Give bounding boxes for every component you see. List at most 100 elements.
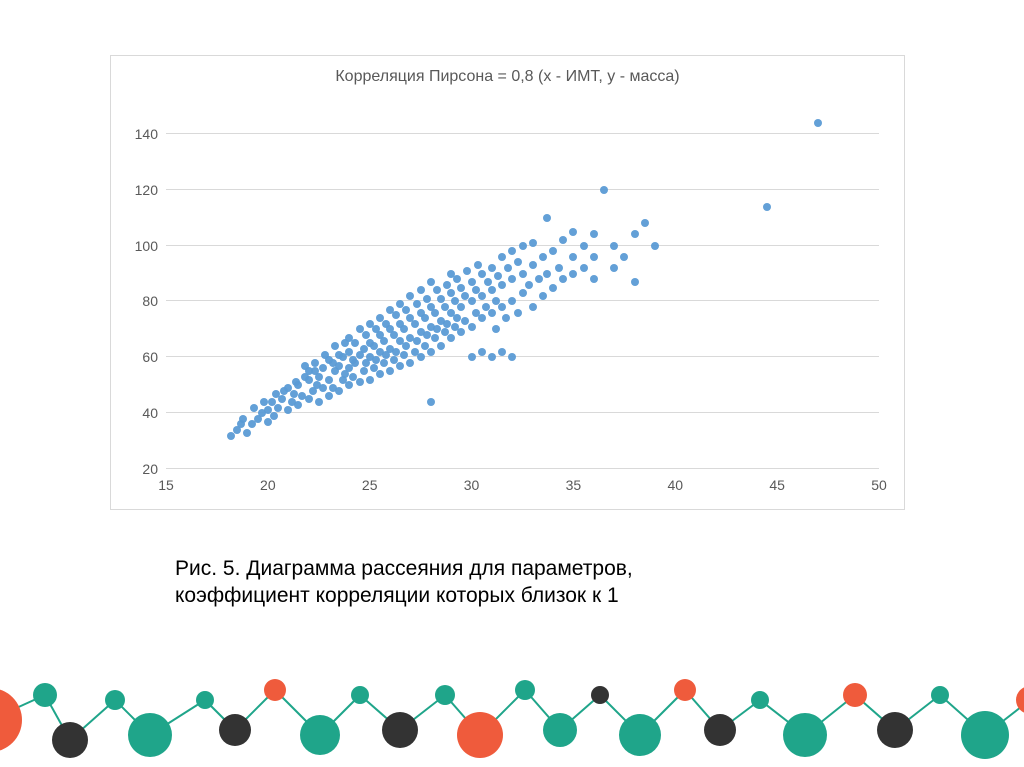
data-point [508, 247, 516, 255]
data-point [498, 303, 506, 311]
data-point [400, 325, 408, 333]
data-point [478, 348, 486, 356]
decor-node [128, 713, 172, 757]
data-point [243, 429, 251, 437]
y-tick-label: 140 [135, 126, 166, 142]
decor-edge [720, 700, 760, 730]
data-point [413, 300, 421, 308]
x-tick-label: 50 [871, 469, 887, 493]
y-tick-label: 40 [142, 405, 166, 421]
data-point [498, 348, 506, 356]
data-point [305, 395, 313, 403]
data-point [376, 370, 384, 378]
data-point [274, 404, 282, 412]
data-point [433, 325, 441, 333]
decor-node [435, 685, 455, 705]
data-point [294, 401, 302, 409]
decor-edge [150, 700, 205, 735]
decor-edge [685, 690, 720, 730]
data-point [345, 381, 353, 389]
decor-node [783, 713, 827, 757]
decor-edge [115, 700, 150, 735]
decor-node [300, 715, 340, 755]
decor-node [457, 712, 503, 758]
data-point [335, 362, 343, 370]
y-tick-label: 120 [135, 182, 166, 198]
decor-node [515, 680, 535, 700]
data-point [484, 278, 492, 286]
y-tick-label: 60 [142, 349, 166, 365]
data-point [502, 314, 510, 322]
data-point [463, 267, 471, 275]
decor-edge [275, 690, 320, 735]
data-point [421, 314, 429, 322]
data-point [535, 275, 543, 283]
data-point [600, 186, 608, 194]
data-point [431, 334, 439, 342]
data-point [392, 311, 400, 319]
decor-node [351, 686, 369, 704]
data-point [529, 239, 537, 247]
data-point [494, 272, 502, 280]
data-point [305, 376, 313, 384]
data-point [325, 376, 333, 384]
data-point [474, 261, 482, 269]
decor-edge [760, 700, 805, 735]
x-tick-label: 20 [260, 469, 276, 493]
data-point [437, 295, 445, 303]
decor-node [1016, 686, 1024, 714]
data-point [431, 309, 439, 317]
decor-edge [640, 690, 685, 735]
data-point [478, 270, 486, 278]
data-point [508, 275, 516, 283]
data-point [508, 297, 516, 305]
decor-edge [985, 700, 1024, 735]
data-point [423, 295, 431, 303]
decor-edge [940, 695, 985, 735]
data-point [620, 253, 628, 261]
caption-line1: Рис. 5. Диаграмма рассеяния для параметр… [175, 555, 633, 582]
decor-node [52, 722, 88, 758]
data-point [580, 242, 588, 250]
figure-caption: Рис. 5. Диаграмма рассеяния для параметр… [175, 555, 633, 610]
data-point [539, 253, 547, 261]
data-point [402, 306, 410, 314]
data-point [362, 331, 370, 339]
decor-edge [560, 695, 600, 730]
decor-edge [0, 695, 45, 720]
data-point [508, 353, 516, 361]
decor-edge [600, 695, 640, 735]
decor-node [0, 688, 22, 752]
decor-edge [45, 695, 70, 740]
data-point [380, 337, 388, 345]
x-tick-label: 45 [769, 469, 785, 493]
y-tick-label: 100 [135, 238, 166, 254]
data-point [569, 270, 577, 278]
data-point [400, 351, 408, 359]
data-point [447, 334, 455, 342]
data-point [423, 331, 431, 339]
data-point [488, 286, 496, 294]
data-point [543, 270, 551, 278]
decor-node [751, 691, 769, 709]
chart-title: Корреляция Пирсона = 0,8 (x - ИМТ, y - м… [111, 68, 904, 86]
data-point [514, 258, 522, 266]
data-point [331, 342, 339, 350]
gridline [166, 300, 879, 301]
data-point [549, 247, 557, 255]
decor-edge [525, 690, 560, 730]
data-point [631, 230, 639, 238]
decor-node [105, 690, 125, 710]
data-point [417, 353, 425, 361]
data-point [311, 359, 319, 367]
decor-node [543, 713, 577, 747]
data-point [519, 270, 527, 278]
data-point [290, 390, 298, 398]
data-point [488, 353, 496, 361]
data-point [488, 309, 496, 317]
data-point [468, 278, 476, 286]
data-point [443, 281, 451, 289]
decor-node [196, 691, 214, 709]
decor-node [961, 711, 1009, 759]
data-point [413, 337, 421, 345]
